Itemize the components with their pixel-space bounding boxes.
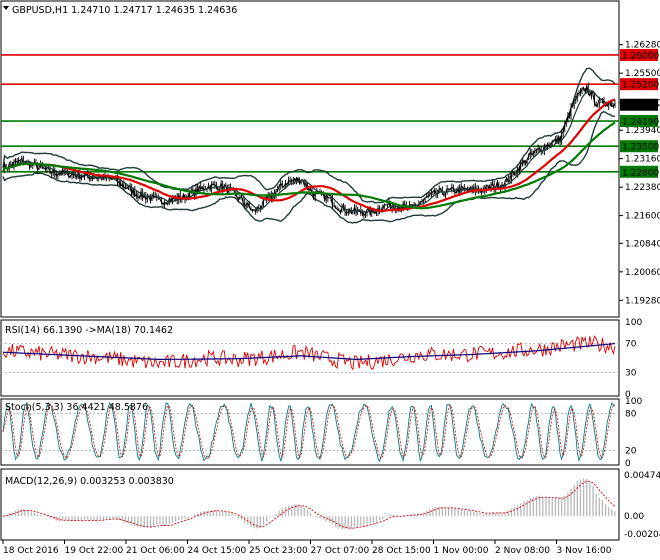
stoch-tick-label: 100 [625,397,642,407]
price-axis: 1.262801.255001.247001.239401.231601.223… [619,41,660,306]
stochastic-pane[interactable]: 100 80 20 0 Stoch(5,3,3) 36.4421 48.5876 [0,397,642,469]
stoch-k-line [2,401,616,463]
symbol-header: GBPUSD,H1 1.24710 1.24717 1.24635 1.2463… [12,5,237,16]
price-pane[interactable]: 1.262801.255001.247001.239401.231601.223… [0,0,660,318]
level-price-tag [620,165,658,178]
fast-ma-line [2,90,616,213]
time-tick-label: 27 Oct 07:00 [311,546,370,556]
rsi-pane-frame [0,319,620,397]
time-tick-label: 19 Oct 22:00 [65,546,124,556]
rsi-pane[interactable]: 100 70 30 0 RSI(14) 66.1390 ->MA(18) 70.146… [0,318,642,400]
stoch-tick-label: 80 [625,409,637,419]
close-price-line [2,85,616,217]
level-price-label: 1.26000 [622,51,659,61]
time-tick-label: 18 Oct 2016 [3,546,59,556]
macd-header: MACD(12,26,9) 0.003253 0.003830 [5,476,174,487]
time-tick-label: 21 Oct 06:00 [126,546,185,556]
price-tick-label: 1.21600 [625,212,660,222]
rsi-ma-line [2,343,616,360]
rsi-tick-label: 30 [625,368,637,378]
price-tick-label: 1.25500 [625,69,660,79]
green-ma-line [1,121,616,210]
time-tick-label: 24 Oct 15:00 [188,546,247,556]
price-tick-label: 1.23940 [625,126,660,136]
time-tick-label: 1 Nov 00:00 [434,546,489,556]
macd-tick-label: 0.004749 [624,471,660,481]
macd-histogram [2,478,616,530]
level-price-label: 1.22800 [622,168,659,178]
stochastic-lines [1,401,619,463]
macd-pane[interactable]: 0.004749 0.00 -0.002049 MACD(12,26,9) 0.00… [0,468,660,541]
stochastic-header: Stoch(5,3,3) 36.4421 48.5876 [5,402,148,413]
collapse-arrow-icon[interactable] [3,6,9,10]
red-ma-line [1,98,616,212]
price-tick-label: 1.26280 [625,41,660,51]
time-tick-label: 28 Oct 15:00 [372,546,431,556]
macd-tick-label: -0.002049 [624,530,660,540]
rsi-tick-label: 0 [625,390,631,400]
stoch-d-line [2,403,616,460]
macd-axis: 0.004749 0.00 -0.002049 [624,471,660,540]
rsi-lines [1,335,619,373]
level-price-label: 1.24190 [622,118,659,128]
time-tick-label: 25 Oct 23:00 [249,546,308,556]
rsi-header: RSI(14) 66.1390 ->MA(18) 70.1462 [5,325,173,336]
price-tick-label: 1.20060 [625,268,660,278]
level-price-tag [620,78,658,91]
moving-averages [1,90,616,213]
level-price-tag [620,115,658,128]
last-price-label: 1.24636 [622,101,659,111]
lower-band-line [2,111,616,224]
macd-tick-label: 0.00 [624,512,644,522]
time-tick-label: 2 Nov 08:00 [495,546,550,556]
time-tick-label: 3 Nov 16:00 [557,546,612,556]
level-price-tag [620,48,658,61]
price-tick-label: 1.20840 [625,239,660,249]
upper-band-line [2,67,616,204]
stochastic-pane-frame [0,398,620,466]
rsi-tick-label: 100 [625,318,642,328]
price-tick-label: 1.19280 [625,296,660,306]
rsi-axis: 100 70 30 0 [625,318,642,400]
level-price-tag [620,140,658,153]
rsi-tick-label: 70 [625,340,637,350]
bollinger-bands [2,67,616,224]
stoch-tick-label: 0 [625,459,631,469]
stoch-tick-label: 20 [625,447,637,457]
level-price-label: 1.25200 [622,81,659,91]
price-tick-label: 1.23160 [625,155,660,165]
stochastic-axis: 100 80 20 0 [625,397,642,469]
level-price-label: 1.23500 [622,143,659,153]
last-price-tag [620,98,658,111]
macd-signal-line [2,480,616,529]
price-tick-label: 1.22380 [625,183,660,193]
time-axis: 18 Oct 2016 19 Oct 22:00 21 Oct 06:00 24 Oc… [2,540,612,556]
